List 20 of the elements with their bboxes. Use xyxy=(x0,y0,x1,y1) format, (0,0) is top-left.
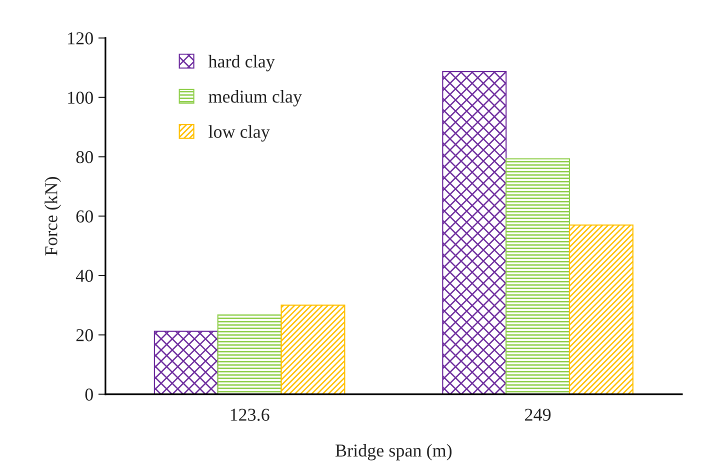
bar xyxy=(280,304,346,394)
y-axis-title: Force (kN) xyxy=(44,177,62,256)
x-tick-label: 123.6 xyxy=(230,408,270,421)
bar xyxy=(442,70,507,394)
legend-label: low clay xyxy=(208,125,270,142)
y-tick-label: 120 xyxy=(68,32,93,44)
y-tick-label: 0 xyxy=(85,388,93,401)
legend-label: hard clay xyxy=(208,54,275,72)
y-tick-label: 20 xyxy=(76,329,93,342)
y-tick-label: 60 xyxy=(76,210,93,223)
bar xyxy=(506,158,570,394)
bar xyxy=(217,314,282,394)
legend-label: medium clay xyxy=(208,90,302,106)
y-tick-label: 100 xyxy=(68,92,93,104)
x-axis-title: Bridge span (m) xyxy=(336,444,452,460)
x-tick-label: 249 xyxy=(525,408,551,421)
bar xyxy=(568,224,634,394)
bar xyxy=(154,330,218,394)
y-tick-label: 40 xyxy=(76,270,93,282)
y-tick-label: 80 xyxy=(76,151,93,164)
